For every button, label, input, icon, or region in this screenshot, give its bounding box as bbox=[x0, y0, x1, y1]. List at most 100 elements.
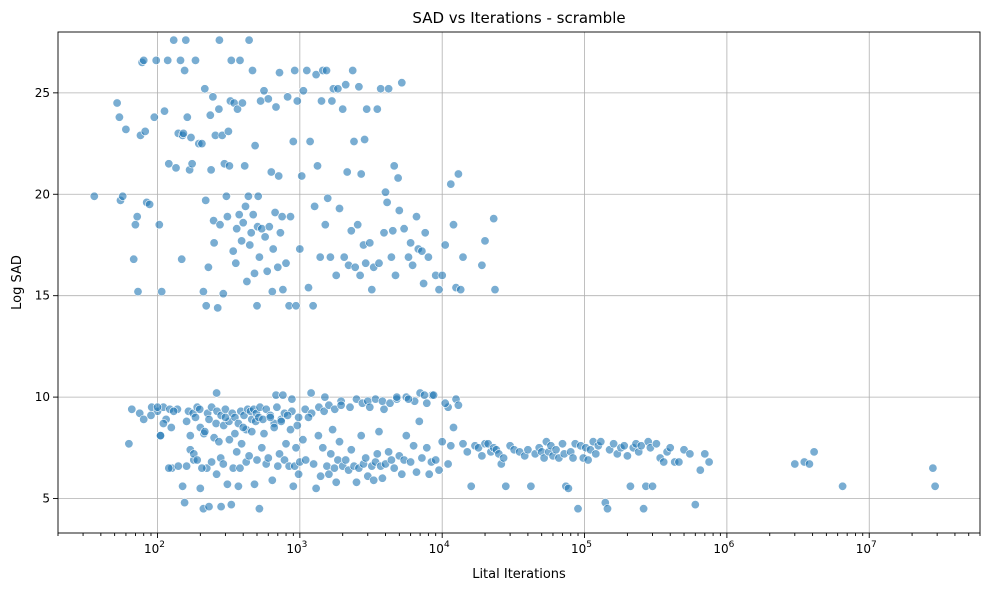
data-point bbox=[609, 439, 619, 449]
data-point bbox=[220, 412, 230, 422]
data-point bbox=[208, 92, 218, 102]
data-point bbox=[365, 238, 375, 248]
data-point bbox=[153, 402, 163, 412]
data-point bbox=[419, 390, 429, 400]
data-point bbox=[328, 425, 338, 435]
data-point bbox=[382, 197, 392, 207]
data-point bbox=[437, 437, 447, 447]
data-point bbox=[212, 388, 222, 398]
data-point bbox=[356, 431, 366, 441]
data-point bbox=[246, 228, 256, 238]
data-point bbox=[118, 191, 128, 201]
data-point bbox=[422, 443, 432, 453]
y-axis: 5 10 15 20 25 bbox=[35, 86, 58, 506]
data-point bbox=[127, 404, 137, 414]
data-point bbox=[270, 208, 280, 218]
data-point bbox=[204, 502, 214, 512]
data-point bbox=[414, 416, 424, 426]
data-point bbox=[303, 412, 313, 422]
data-point bbox=[394, 206, 404, 216]
data-point bbox=[192, 455, 202, 465]
data-point bbox=[180, 66, 190, 76]
data-point bbox=[300, 404, 310, 414]
data-point bbox=[154, 220, 164, 230]
data-point bbox=[285, 425, 295, 435]
data-point bbox=[434, 465, 444, 475]
data-point bbox=[89, 191, 99, 201]
data-point bbox=[176, 55, 186, 65]
data-point bbox=[369, 475, 379, 485]
data-point bbox=[350, 262, 360, 272]
data-point bbox=[462, 447, 472, 457]
data-point bbox=[269, 422, 279, 432]
data-point bbox=[301, 455, 311, 465]
data-point bbox=[267, 475, 277, 485]
data-point bbox=[121, 124, 131, 134]
data-point bbox=[647, 481, 657, 491]
data-point bbox=[489, 214, 499, 224]
data-point bbox=[323, 193, 333, 203]
data-point bbox=[266, 167, 276, 177]
data-point bbox=[224, 435, 234, 445]
data-point bbox=[377, 396, 387, 406]
data-point bbox=[214, 437, 224, 447]
data-point bbox=[278, 390, 288, 400]
data-point bbox=[178, 481, 188, 491]
data-point bbox=[169, 35, 179, 45]
data-point bbox=[166, 422, 176, 432]
chart-title: SAD vs Iterations - scramble bbox=[412, 9, 625, 27]
data-point bbox=[424, 469, 434, 479]
data-point bbox=[557, 439, 567, 449]
data-point bbox=[338, 104, 348, 114]
data-point bbox=[290, 66, 300, 76]
data-point bbox=[329, 463, 339, 473]
data-point bbox=[453, 169, 463, 179]
data-point bbox=[339, 252, 349, 262]
data-point bbox=[182, 112, 192, 122]
data-point bbox=[386, 252, 396, 262]
data-point bbox=[182, 416, 192, 426]
data-point bbox=[526, 481, 536, 491]
data-point bbox=[275, 228, 285, 238]
data-point bbox=[440, 398, 450, 408]
data-point bbox=[124, 439, 134, 449]
data-point bbox=[399, 224, 409, 234]
data-point bbox=[490, 285, 500, 295]
data-point bbox=[237, 236, 247, 246]
data-point bbox=[281, 258, 291, 268]
data-point bbox=[331, 477, 341, 487]
data-point bbox=[311, 70, 321, 80]
data-point bbox=[226, 500, 236, 510]
data-point bbox=[200, 427, 210, 437]
x-tick-label: 103 bbox=[286, 540, 307, 556]
data-point bbox=[700, 449, 710, 459]
data-point bbox=[260, 232, 270, 242]
data-point bbox=[216, 502, 226, 512]
data-point bbox=[379, 228, 389, 238]
data-point bbox=[185, 431, 195, 441]
data-point bbox=[139, 414, 149, 424]
data-point bbox=[437, 270, 447, 280]
data-point bbox=[458, 439, 468, 449]
data-point bbox=[385, 398, 395, 408]
data-point bbox=[207, 457, 217, 467]
data-point bbox=[390, 270, 400, 280]
data-point bbox=[257, 443, 267, 453]
data-point bbox=[211, 418, 221, 428]
data-point bbox=[259, 429, 269, 439]
data-point bbox=[326, 449, 336, 459]
data-point bbox=[448, 422, 458, 432]
data-point bbox=[209, 238, 219, 248]
data-point bbox=[431, 455, 441, 465]
data-point bbox=[248, 210, 258, 220]
data-point bbox=[563, 483, 573, 493]
data-point bbox=[312, 161, 322, 171]
data-point bbox=[374, 258, 384, 268]
data-point bbox=[392, 392, 402, 402]
data-point bbox=[330, 404, 340, 414]
data-point bbox=[303, 283, 313, 293]
x-axis-label: Lital Iterations bbox=[472, 567, 566, 582]
data-point bbox=[177, 254, 187, 264]
data-point bbox=[250, 268, 260, 278]
data-point bbox=[456, 285, 466, 295]
